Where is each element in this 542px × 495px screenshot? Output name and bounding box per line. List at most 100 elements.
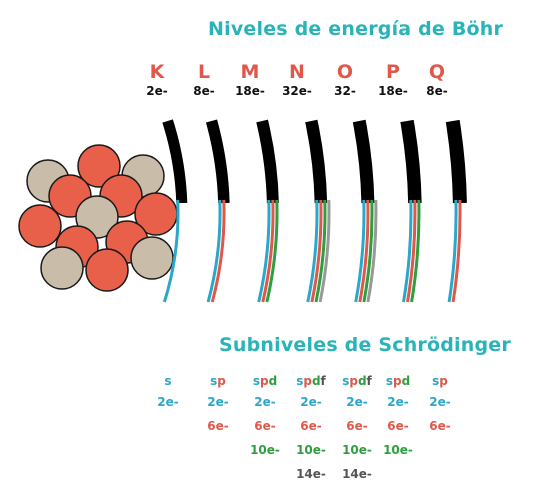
sublevel-line-d [362,199,374,303]
sublevel-letter-p: p [217,374,226,388]
sublevel-count-d: 10e- [342,443,372,457]
sublevel-line-s [354,199,366,303]
sublevel-label: spd [235,372,295,390]
shell-letter: O [336,61,354,83]
sublevel-letter-d: d [311,374,321,388]
shell-m: M 18e- [220,61,280,99]
sublevel-line-p [406,199,417,303]
sublevel-line-d [314,199,327,303]
shell-band [352,119,375,204]
sublevel-letter-s: s [342,374,350,388]
sublevel-line-s [402,199,413,303]
sublevel-line-s [447,199,458,303]
shell-capacity: 18e- [235,84,265,98]
sublevel-line-p [310,199,323,303]
neutron [130,236,174,280]
sublevel-label: sp [410,372,470,390]
shell-capacity: 32e- [282,84,312,98]
sublevel-line-p [451,199,462,303]
sublevel-letter-p: p [392,374,402,388]
sublevel-count-p: 6e- [254,419,276,433]
shell-arc-q [445,119,467,303]
sublevel-column: sp 2e- 6e- [410,372,470,438]
shell-p: P 18e- [363,61,423,99]
sublevel-letter-s: s [385,374,393,388]
sublevel-count-p: 6e- [387,419,409,433]
shell-o: O 32- [315,61,375,99]
sublevel-line-p [210,199,226,303]
sublevel-count-p: 6e- [429,419,451,433]
shell-band [256,119,279,204]
shell-capacity: 18e- [378,84,408,98]
shell-capacity: 8e- [193,84,215,98]
sublevel-letter-d: d [401,374,411,388]
shell-q: Q 8e- [407,61,467,99]
title-bohr: Niveles de energía de Böhr [208,18,504,40]
nucleus [18,144,178,292]
sublevel-column: spdf 2e- 6e- 10e- 14e- [327,372,387,486]
shell-arc-n [305,119,331,303]
shell-capacity: 2e- [146,84,168,98]
shell-band [445,119,467,204]
shell-n: N 32e- [267,61,327,99]
sublevel-label: sp [188,372,248,390]
sublevel-line-s [206,199,222,303]
shell-arc-m [256,119,279,303]
sublevel-letter-p: p [349,374,358,388]
sublevel-line-d [265,199,279,303]
sublevel-label: spd [368,372,428,390]
sublevel-line-s [257,199,271,303]
proton [18,204,62,248]
sublevel-letter-p: p [439,374,448,388]
sublevel-label: spdf [327,372,387,390]
shell-letter: Q [428,61,446,83]
shell-letter: L [197,61,211,83]
shell-k: K 2e- [127,61,187,99]
sublevel-count-d: 10e- [383,443,413,457]
sublevel-count-p: 6e- [207,419,229,433]
shell-capacity: 8e- [426,84,448,98]
sublevel-count-s: 2e- [207,395,229,409]
shell-letter: M [240,61,260,83]
sublevel-line-s [162,199,180,303]
sublevel-count-s: 2e- [387,395,409,409]
shell-letter: P [386,61,400,83]
shell-letter: N [289,61,305,83]
shell-band [305,119,328,204]
sublevel-count-s: 2e- [300,395,322,409]
sublevel-count-p: 6e- [300,419,322,433]
title-schrodinger: Subniveles de Schrödinger [219,334,511,356]
shell-arc-l [205,119,230,303]
sublevel-count-f: 14e- [342,467,372,481]
sublevel-column: s 2e- [138,372,198,414]
sublevel-letter-s: s [210,374,218,388]
sublevel-count-s: 2e- [254,395,276,409]
sublevel-letter-s: s [252,374,260,388]
neutron [40,246,84,290]
sublevel-letter-f: f [366,374,372,388]
sublevel-column: sp 2e- 6e- [188,372,248,438]
sublevel-label: s [138,372,198,390]
shell-band [205,119,230,204]
sublevel-count-p: 6e- [346,419,368,433]
sublevel-letter-p: p [303,374,312,388]
proton [77,144,121,188]
sublevel-letter-d: d [268,374,278,388]
sublevel-label: spdf [281,372,341,390]
sublevel-line-p [261,199,275,303]
sublevel-letter-s: s [164,374,172,388]
sublevel-line-d [410,199,421,303]
sublevel-count-s: 2e- [346,395,368,409]
sublevel-column: spd 2e- 6e- 10e- [368,372,428,462]
sublevel-letter-s: s [432,374,440,388]
shell-l: L 8e- [174,61,234,99]
sublevel-line-f [366,199,378,303]
sublevel-column: spdf 2e- 6e- 10e- 14e- [281,372,341,486]
sublevel-count-s: 2e- [429,395,451,409]
sublevel-line-s [306,199,319,303]
shell-band [162,119,188,204]
sublevel-letter-s: s [296,374,304,388]
sublevel-line-f [318,199,331,303]
proton [85,248,129,292]
